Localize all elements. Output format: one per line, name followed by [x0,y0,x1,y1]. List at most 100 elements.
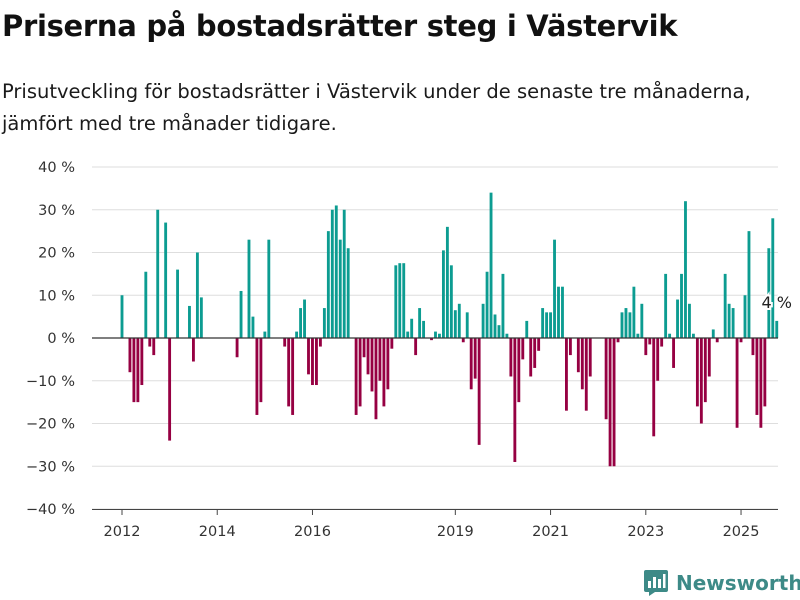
bar-positive [410,318,414,338]
bar-positive [402,263,406,338]
bar-negative [763,338,767,407]
bar-negative [576,338,580,373]
bar-positive [481,303,485,338]
bar-positive [553,239,556,338]
bar-positive [457,303,461,338]
bar-positive [438,333,441,338]
bar-negative [390,338,394,349]
y-tick-label: 20 % [38,246,75,262]
bar-positive [120,295,124,338]
newsworthy-logo: Newsworthy [643,567,800,599]
bar-negative [513,338,517,462]
bar-positive [620,312,624,338]
bar-negative [291,338,295,415]
bar-positive [731,308,735,338]
bar-positive [239,290,243,338]
y-tick-label: −10 % [26,374,75,390]
y-tick-label: 0 % [47,331,75,347]
y-tick-label: −40 % [26,502,75,518]
bar-positive [684,201,687,338]
bar-negative [644,338,648,356]
bar-negative [652,338,656,437]
bar-positive [176,269,179,338]
bar-positive [144,271,148,338]
bar-negative [473,338,477,379]
bar-positive [338,239,342,338]
bar-positive [445,226,449,338]
x-tick-label: 2012 [104,524,141,540]
bar-positive [164,222,168,338]
bar-negative [604,338,608,420]
bar-negative [259,338,263,403]
x-tick-label: 2019 [437,524,474,540]
bar-positive [263,331,267,338]
bar-negative [354,338,358,415]
bar-positive [195,252,199,338]
bar-positive [632,286,636,338]
bar-negative [307,338,310,375]
bar-negative [128,338,132,373]
bar-negative [715,338,719,343]
bar-positive [723,273,727,339]
bar-negative [315,338,318,386]
bar-positive [775,320,779,338]
bar-negative [755,338,759,415]
bar-negative [477,338,481,445]
newsworthy-logo-text: Newsworthy [676,571,800,595]
bar-negative [517,338,521,403]
bar-positive [251,316,255,339]
bar-negative [521,338,525,360]
bar-positive [489,192,493,338]
bar-positive [676,299,679,338]
bar-positive [406,331,410,338]
bar-positive [545,312,549,338]
bar-positive [557,286,560,338]
x-tick-label: 2021 [532,524,569,540]
bar-positive [394,265,398,338]
bar-negative [735,338,739,428]
bar-positive [501,273,505,339]
bar-negative [366,338,370,375]
chart-subtitle: Prisutveckling för bostadsrätter i Väste… [2,80,751,135]
bar-negative [283,338,287,347]
bar-positive [303,299,306,338]
bar-positive [664,273,668,339]
y-tick-label: −20 % [26,417,75,433]
bar-positive [398,263,402,338]
bar-positive [771,218,775,338]
bar-negative [707,338,711,377]
bar-positive [497,325,501,338]
bar-negative [374,338,378,420]
bar-positive [767,248,771,338]
bar-negative [311,338,314,386]
bar-negative [152,338,156,356]
x-tick-label: 2023 [627,524,664,540]
bar-positive [688,303,691,338]
bar-negative [168,338,172,441]
bar-negative [386,338,390,390]
bar-negative [537,338,541,351]
bar-positive [326,231,330,339]
bar-positive [156,209,160,338]
bar-positive [525,320,529,338]
bar-negative [529,338,533,377]
bar-negative [703,338,707,403]
y-tick-label: 10 % [38,288,75,304]
bar-positive [561,286,564,338]
bar-positive [422,320,426,338]
bar-negative [584,338,588,411]
bar-negative [136,338,140,403]
bar-negative [612,338,616,467]
bar-negative [672,338,675,368]
bar-positive [640,303,644,338]
bar-positive [188,305,191,338]
bar-positive [636,333,640,338]
bar-positive [628,312,632,338]
bar-negative [414,338,418,356]
bar-positive [485,271,489,338]
bar-negative [362,338,366,358]
bar-negative [695,338,699,407]
bar-positive [747,231,751,339]
bar-negative [287,338,291,407]
bar-positive [549,312,552,338]
